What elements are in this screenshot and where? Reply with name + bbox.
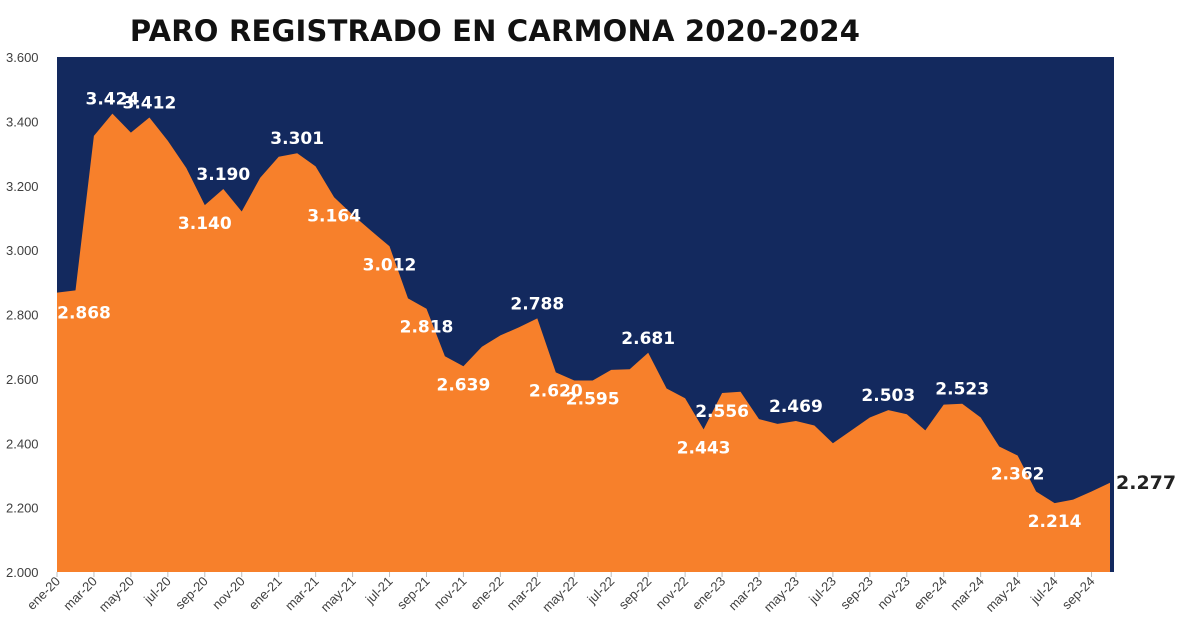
data-label: 2.788 — [510, 294, 564, 314]
x-tick-label: ene-23 — [689, 574, 728, 613]
y-tick-label: 3.000 — [6, 243, 39, 258]
data-label: 3.412 — [123, 94, 177, 114]
x-tick-label: sep-24 — [1059, 574, 1098, 613]
data-label: 2.214 — [1028, 512, 1082, 532]
x-tick-label: ene-24 — [911, 574, 950, 613]
x-tick-label: jul-24 — [1027, 574, 1061, 608]
data-label: 2.443 — [677, 438, 731, 458]
data-label: 2.818 — [400, 318, 454, 338]
data-label: 2.503 — [861, 386, 915, 406]
x-tick-label: mar-20 — [60, 574, 100, 614]
data-label: 3.164 — [307, 206, 361, 226]
x-tick-label: may-24 — [982, 574, 1023, 615]
x-tick-label: sep-22 — [616, 574, 655, 613]
y-tick-label: 2.000 — [6, 565, 39, 580]
data-label: 3.012 — [363, 255, 417, 275]
x-tick-label: nov-21 — [431, 574, 470, 613]
x-tick-label: mar-22 — [504, 574, 544, 614]
y-tick-label: 2.200 — [6, 501, 39, 516]
data-label: 2.595 — [566, 390, 620, 410]
x-tick-label: mar-21 — [282, 574, 322, 614]
x-tick-label: sep-21 — [394, 574, 433, 613]
data-label: 3.301 — [270, 129, 324, 149]
data-label: 3.424 — [86, 90, 140, 110]
data-label: 3.140 — [178, 214, 232, 234]
x-tick-label: jul-22 — [584, 574, 618, 608]
x-tick-label: may-20 — [96, 574, 137, 615]
x-tick-label: nov-22 — [653, 574, 692, 613]
x-tick-label: nov-20 — [209, 574, 248, 613]
x-tick-label: jul-21 — [362, 574, 396, 608]
data-label: 2.639 — [437, 375, 491, 395]
data-label: 3.190 — [196, 165, 250, 185]
x-tick-label: may-23 — [761, 574, 802, 615]
data-label: 2.681 — [621, 329, 675, 349]
area-series — [57, 113, 1110, 572]
x-tick-label: ene-22 — [467, 574, 506, 613]
data-label: 2.556 — [695, 402, 749, 422]
data-label: 2.620 — [529, 381, 583, 401]
x-tick-label: jul-23 — [805, 574, 839, 608]
x-tick-label: ene-21 — [246, 574, 285, 613]
x-tick-label: jul-20 — [140, 574, 174, 608]
y-tick-label: 3.400 — [6, 114, 39, 129]
x-tick-label: mar-23 — [725, 574, 765, 614]
y-tick-label: 2.600 — [6, 372, 39, 387]
y-tick-label: 2.400 — [6, 436, 39, 451]
data-label: 2.277 — [1116, 472, 1176, 494]
x-tick-label: mar-24 — [947, 574, 987, 614]
y-tick-label: 3.200 — [6, 179, 39, 194]
y-tick-label: 2.800 — [6, 308, 39, 323]
chart-title: PARO REGISTRADO EN CARMONA 2020-2024 — [129, 14, 861, 48]
data-label: 2.523 — [935, 380, 989, 400]
data-label: 2.362 — [991, 465, 1045, 485]
x-tick-label: may-21 — [317, 574, 358, 615]
x-tick-label: sep-23 — [837, 574, 876, 613]
x-tick-label: nov-23 — [874, 574, 913, 613]
y-tick-label: 3.600 — [6, 50, 39, 65]
data-label: 2.469 — [769, 397, 823, 417]
x-tick-label: sep-20 — [172, 574, 211, 613]
data-label: 2.868 — [57, 304, 111, 324]
x-tick-label: may-22 — [539, 574, 580, 615]
area-layer — [57, 113, 1110, 572]
